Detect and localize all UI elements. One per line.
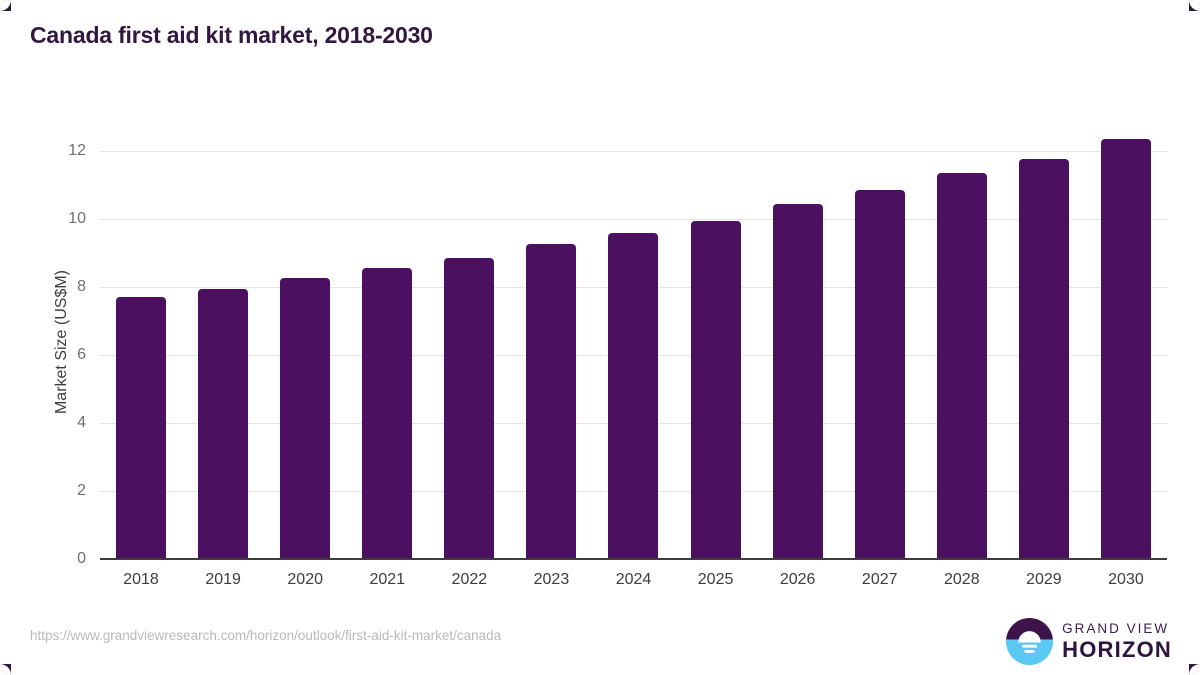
bar-slot — [757, 124, 839, 559]
card-corner-mask-top-right — [1189, 0, 1200, 11]
bar-2021[interactable] — [362, 267, 413, 559]
bar-slot — [1003, 124, 1085, 559]
logo-wordmark: GRAND VIEW HORIZON — [1062, 622, 1172, 661]
x-axis-tick-label-2025: 2025 — [697, 571, 734, 588]
x-axis-tick-label-2028: 2028 — [944, 571, 980, 588]
card-corner-mask-top-left — [0, 0, 11, 11]
gridline — [100, 219, 1167, 221]
x-axis-tick-label-2021: 2021 — [369, 571, 406, 588]
bar-2024[interactable] — [608, 233, 659, 559]
plot-area: Market Size (US$M) 0 2 4 6 8 10 12 2018 2019 202… — [53, 124, 1167, 588]
horizon-mark-icon — [1006, 618, 1054, 665]
x-axis-tick-label-2022: 2022 — [451, 571, 488, 588]
bar-slot — [428, 124, 510, 559]
bar-2023[interactable] — [526, 243, 577, 559]
bar-slot — [592, 124, 674, 559]
y-axis-tick-label: 2 — [77, 482, 86, 500]
gridline — [100, 151, 1167, 153]
y-axis-tick-label: 12 — [68, 142, 86, 160]
bar-2027[interactable] — [854, 189, 905, 559]
bar-slot — [100, 124, 182, 559]
y-axis-tick-label: 10 — [68, 210, 86, 228]
x-axis-tick-label-2027: 2027 — [861, 571, 898, 588]
y-axis-tick-label: 0 — [77, 550, 86, 567]
logo-line-horizon: HORIZON — [1062, 636, 1172, 662]
bar-2028[interactable] — [936, 172, 987, 559]
y-axis-tick-label: 4 — [77, 414, 86, 432]
bar-2029[interactable] — [1018, 159, 1069, 559]
x-axis-tick-label-2024: 2024 — [615, 571, 652, 588]
bar-2020[interactable] — [280, 278, 331, 559]
bar-slot — [264, 124, 346, 559]
x-axis-line — [100, 558, 1167, 560]
bar-2019[interactable] — [198, 289, 249, 559]
bar-2026[interactable] — [772, 203, 823, 559]
x-axis-tick-label-2020: 2020 — [287, 571, 323, 588]
bar-slot — [346, 124, 428, 559]
x-axis-tick-label-2023: 2023 — [533, 571, 570, 588]
bar-2025[interactable] — [690, 220, 741, 559]
x-axis-tick-label-2018: 2018 — [123, 571, 159, 588]
y-axis-tick-label: 8 — [77, 278, 86, 296]
source-url[interactable]: https://www.grandviewresearch.com/horizo… — [30, 628, 502, 643]
bar-slot — [510, 124, 592, 559]
y-axis-tick-label: 6 — [77, 346, 86, 364]
bar-slot — [1085, 124, 1167, 559]
x-axis-tick-label-2030: 2030 — [1108, 571, 1144, 588]
chart-title: Canada first aid kit market, 2018-2030 — [30, 22, 433, 48]
x-axis-tick-label-2026: 2026 — [779, 571, 816, 588]
card-corner-mask-bottom-right — [1189, 664, 1200, 675]
bars-group — [100, 124, 1167, 559]
logo-line-grand-view: GRAND VIEW — [1062, 621, 1170, 637]
grand-view-horizon-logo[interactable]: GRAND VIEW HORIZON — [1006, 618, 1172, 665]
bar-slot — [839, 124, 921, 559]
bar-slot — [675, 124, 757, 559]
bar-2018[interactable] — [116, 296, 167, 559]
bar-2030[interactable] — [1100, 139, 1151, 559]
bar-slot — [921, 124, 1003, 559]
x-axis-tick-label-2029: 2029 — [1026, 571, 1062, 588]
card-corner-mask-bottom-left — [0, 664, 11, 675]
bar-2022[interactable] — [444, 257, 495, 559]
x-axis-tick-label-2019: 2019 — [205, 571, 241, 588]
bar-slot — [182, 124, 264, 559]
